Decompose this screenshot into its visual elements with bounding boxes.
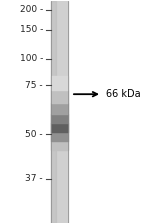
Text: 75 -: 75 - — [25, 81, 43, 90]
Text: 100 -: 100 - — [20, 54, 43, 63]
Bar — [51, 114, 68, 123]
Text: 37 -: 37 - — [25, 174, 43, 183]
Bar — [51, 132, 68, 141]
Bar — [51, 76, 68, 90]
Bar — [51, 141, 68, 150]
Bar — [51, 123, 68, 132]
Text: 200 -: 200 - — [20, 5, 43, 14]
Text: 66 kDa: 66 kDa — [106, 89, 141, 99]
Bar — [51, 1, 68, 223]
Bar — [51, 103, 68, 114]
Text: 150 -: 150 - — [20, 25, 43, 34]
Bar — [51, 90, 68, 103]
Text: 50 -: 50 - — [25, 130, 43, 139]
Bar — [51, 1, 56, 223]
